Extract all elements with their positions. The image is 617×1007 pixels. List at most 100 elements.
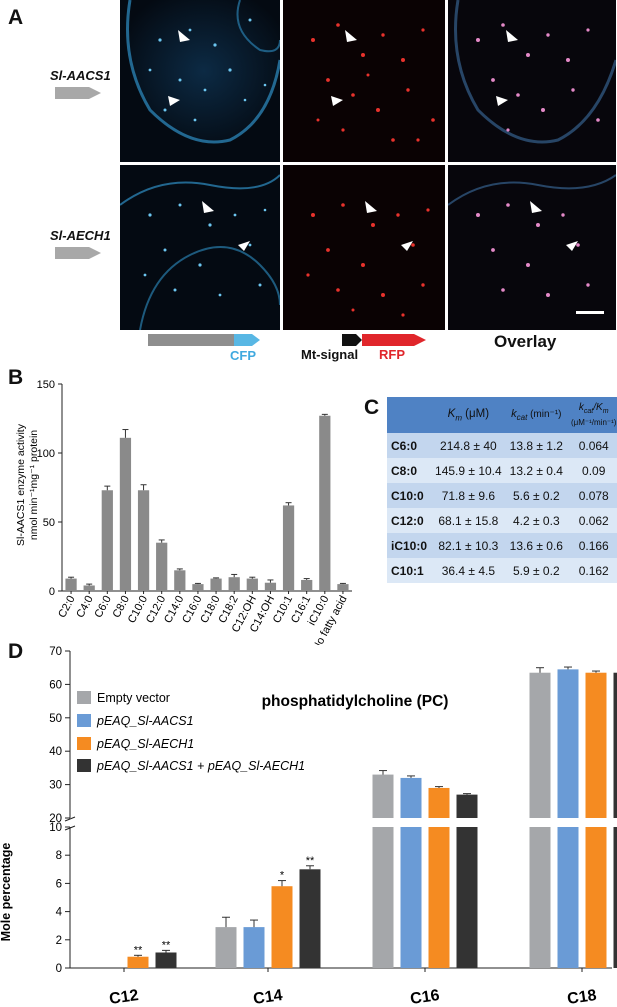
pc-bars: ** ***** xyxy=(127,666,617,968)
kinetics-substrate: C6:0 xyxy=(391,438,418,453)
gene-arrow-row2 xyxy=(55,247,101,259)
pc-bar xyxy=(372,774,394,818)
pc-bar xyxy=(299,869,321,968)
micrograph-overlay-row2 xyxy=(448,165,616,330)
kinetics-substrate: iC10:0 xyxy=(391,538,428,553)
pc-bar xyxy=(428,787,450,818)
rfp-label: RFP xyxy=(379,347,405,362)
micrograph-rfp-row1 xyxy=(283,0,445,162)
pc-ylabel: Mole percentage xyxy=(0,843,13,942)
activity-xtick-label: C2:0 xyxy=(56,594,78,620)
panel-b-letter: B xyxy=(8,366,24,389)
pc-ytick-label: 50 xyxy=(49,713,62,725)
kinetics-km: 68.1 ± 15.8 xyxy=(438,513,499,528)
kinetics-substrate: C12:0 xyxy=(391,513,424,528)
kinetics-km: 71.8 ± 9.6 xyxy=(441,488,495,503)
activity-bar xyxy=(137,490,150,591)
pc-legend-swatch xyxy=(77,691,91,704)
pc-bar xyxy=(529,672,551,818)
pc-legend-label: pEAQ_Sl-AECH1 xyxy=(96,737,194,751)
kinetics-ratio: 0.062 xyxy=(578,513,609,528)
pc-axes: 20 30 40 50 60 70 0 2 4 6 8 10 C12 C14 C16 C18 xyxy=(49,646,612,1007)
pc-bar xyxy=(456,794,478,818)
activity-bar xyxy=(65,578,77,591)
pc-significance: * xyxy=(280,870,285,882)
pc-bar xyxy=(613,672,617,818)
pc-ytick-label: 20 xyxy=(49,813,62,825)
activity-ytick-label: 0 xyxy=(49,586,55,598)
pc-bar xyxy=(585,672,607,818)
activity-ylabel-1: Sl-AACS1 enzyme activity xyxy=(15,423,27,546)
activity-ytick-label: 50 xyxy=(43,517,55,529)
cfp-construct-arrow xyxy=(148,334,260,346)
pc-xtick-label: C18 xyxy=(566,987,598,1007)
activity-bar xyxy=(83,585,95,591)
pc-ytick-label: 10 xyxy=(49,822,62,834)
pc-ytick-label: 6 xyxy=(56,878,62,890)
pc-ytick-label: 40 xyxy=(49,746,62,758)
kinetics-ratio: 0.078 xyxy=(578,488,609,503)
activity-bar xyxy=(119,437,132,591)
activity-bar xyxy=(282,505,295,591)
pc-legend-swatch xyxy=(77,714,91,727)
pc-ytick-label: 70 xyxy=(49,646,62,658)
activity-bar xyxy=(319,415,331,591)
activity-xtick-label: C6:0 xyxy=(92,594,114,620)
kinetics-ratio: 0.166 xyxy=(578,538,609,553)
micrograph-rfp-row2 xyxy=(283,165,445,330)
pc-bar xyxy=(557,827,579,968)
pc-bar xyxy=(557,669,579,818)
pc-axis-break-mark xyxy=(64,825,76,831)
activity-ylabel-2: nmol min⁻¹mg⁻¹ protein xyxy=(28,430,40,540)
kinetics-row: C10:1 36.4 ± 4.5 5.9 ± 0.2 0.162 xyxy=(387,558,617,583)
pc-ytick-label: 4 xyxy=(56,907,63,919)
kinetics-row: C6:0 214.8 ± 40 13.8 ± 1.2 0.064 xyxy=(387,433,617,458)
kinetics-km: 82.1 ± 10.3 xyxy=(438,538,499,553)
ratio-header: kcat/Km (μM⁻¹/min⁻¹) xyxy=(570,402,617,427)
kinetics-kcat: 5.9 ± 0.2 xyxy=(513,563,560,578)
pc-ytick-label: 30 xyxy=(49,780,62,792)
pc-bar xyxy=(585,827,607,968)
kinetics-kcat: 13.2 ± 0.4 xyxy=(509,463,563,478)
pc-legend-label: pEAQ_Sl-AACS1 + pEAQ_Sl-AECH1 xyxy=(96,759,305,773)
pc-bar xyxy=(529,827,551,968)
kinetics-row: C12:0 68.1 ± 15.8 4.2 ± 0.3 0.062 xyxy=(387,508,617,533)
pc-bar xyxy=(400,777,422,818)
activity-bar xyxy=(264,582,277,591)
activity-bars xyxy=(65,413,349,591)
kinetics-kcat: 4.2 ± 0.3 xyxy=(513,513,560,528)
gene-label-row2: Sl-AECH1 xyxy=(50,228,111,243)
activity-bar xyxy=(246,578,258,591)
pc-bar xyxy=(613,827,617,968)
activity-bar xyxy=(101,490,113,591)
kcat-header: kcat (min⁻¹) xyxy=(511,407,562,423)
mt-rfp-construct-arrow xyxy=(342,334,426,346)
kinetics-ratio: 0.162 xyxy=(578,563,609,578)
activity-ytick-label: 100 xyxy=(37,448,55,460)
activity-axes: 0 50 100 150 xyxy=(37,379,352,598)
pc-significance: ** xyxy=(306,855,315,867)
pc-bar xyxy=(372,827,394,968)
activity-bar xyxy=(301,579,313,591)
kinetics-km: 145.9 ± 10.4 xyxy=(435,463,502,478)
micrograph-cfp-row2 xyxy=(120,165,280,330)
km-header: Km (μM) xyxy=(447,407,490,423)
kinetics-substrate: C10:1 xyxy=(391,563,424,578)
activity-bar xyxy=(228,577,240,591)
kinetics-row: C10:0 71.8 ± 9.6 5.6 ± 0.2 0.078 xyxy=(387,483,617,508)
pc-bar xyxy=(400,827,422,968)
activity-bar xyxy=(174,570,186,591)
kinetics-header-row: Km (μM) kcat (min⁻¹) kcat/Km (μM⁻¹/min⁻¹) xyxy=(387,397,617,433)
activity-xtick-label: C4:0 xyxy=(74,594,96,620)
kinetics-substrate: C10:0 xyxy=(391,488,424,503)
activity-bar xyxy=(156,542,168,591)
kinetics-km: 214.8 ± 40 xyxy=(440,438,497,453)
kinetics-kcat: 13.8 ± 1.2 xyxy=(509,438,563,453)
pc-xtick-label: C12 xyxy=(108,987,140,1007)
scale-bar xyxy=(576,311,604,314)
pc-legend: Empty vector pEAQ_Sl-AACS1 pEAQ_Sl-AECH1 pE… xyxy=(77,691,305,773)
pc-ytick-label: 0 xyxy=(56,963,62,975)
pc-bar xyxy=(127,956,149,968)
kinetics-kcat: 5.6 ± 0.2 xyxy=(513,488,560,503)
pc-chart: phosphatidylcholine (PC) Mole percentage… xyxy=(0,646,617,1007)
